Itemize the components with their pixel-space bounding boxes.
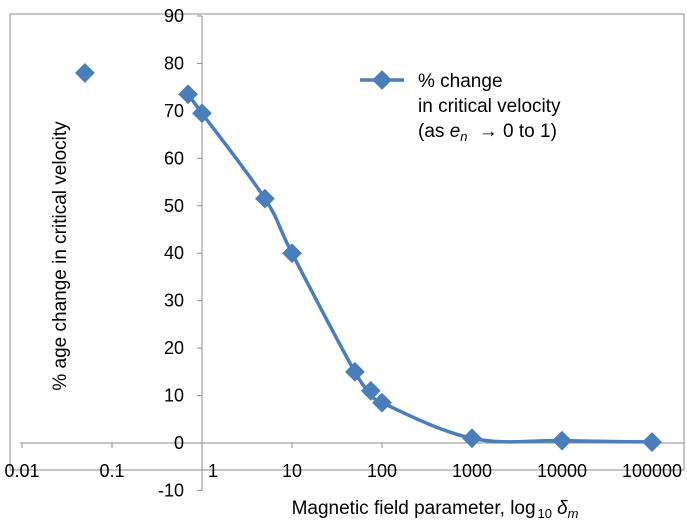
y-tick-label-9: 80: [164, 53, 184, 73]
x-axis-title-symbol-sub: m: [568, 506, 579, 520]
series-0-point-6: [372, 392, 392, 413]
x-tick-label-4: 100: [367, 461, 397, 481]
series-0-point-7: [462, 428, 482, 449]
y-tick-label-8: 70: [164, 101, 184, 121]
y-tick-label-4: 30: [164, 291, 184, 311]
x-axis-title-sub: 10: [538, 506, 552, 520]
x-axis-title-main: Magnetic field parameter, log: [292, 498, 536, 519]
legend-line3-var: e: [450, 121, 461, 142]
series-0-point-5: [360, 380, 381, 401]
legend-label-line3: (as en → 0 to 1): [418, 121, 557, 144]
x-tick-label-6: 10000: [537, 461, 587, 481]
legend: % change in critical velocity (as en → 0…: [360, 70, 561, 144]
x-axis-title: Magnetic field parameter, log 10 δm: [292, 498, 579, 520]
series-0-point-4: [345, 361, 365, 382]
x-tick-label-0: 0.01: [4, 461, 39, 481]
axes-layer: 0.01 0.1 1 10 100 1000 10000 100000 -10 0 10 20 30 4…: [4, 6, 684, 500]
legend-marker: [372, 70, 392, 90]
x-tick-label-2: 1: [208, 461, 218, 481]
series-0-point-3: [282, 243, 302, 264]
series-1-point-0: [75, 63, 95, 83]
x-tick-group: 0.01 0.1 1 10 100 1000 10000 100000: [4, 443, 682, 481]
y-tick-label-2: 10: [164, 386, 184, 406]
x-tick-label-3: 10: [282, 461, 302, 481]
x-tick-label-1: 0.1: [99, 461, 124, 481]
series-layer: [75, 63, 662, 452]
series-0-point-9: [642, 432, 662, 452]
legend-label-line2: in critical velocity: [418, 96, 561, 117]
y-tick-group: -10 0 10 20 30 40 50 60 70 80 90: [158, 6, 202, 500]
series-0-point-8: [552, 430, 572, 451]
x-axis-title-symbol: δ: [557, 498, 568, 519]
y-tick-label-1: 0: [174, 433, 184, 453]
y-tick-label-3: 20: [164, 338, 184, 358]
series-0-point-0: [178, 84, 198, 105]
legend-line3-prefix: (as: [418, 121, 450, 142]
legend-label-line1: % change: [418, 71, 503, 92]
series-0-point-2: [255, 188, 275, 209]
x-tick-label-5: 1000: [452, 461, 492, 481]
legend-line3-suffix: → 0 to 1): [474, 121, 557, 142]
y-tick-label-6: 50: [164, 196, 184, 216]
y-tick-label-0: -10: [158, 480, 184, 500]
y-axis-title: % age change in critical velocity: [50, 121, 71, 391]
y-tick-label-7: 60: [164, 148, 184, 168]
plot-frame: [9, 13, 685, 471]
x-tick-label-7: 100000: [622, 461, 682, 481]
y-tick-label-10: 90: [164, 6, 184, 26]
series-0-point-1: [192, 103, 212, 124]
legend-line3-sub: n: [460, 129, 467, 144]
y-tick-label-5: 40: [164, 243, 184, 263]
